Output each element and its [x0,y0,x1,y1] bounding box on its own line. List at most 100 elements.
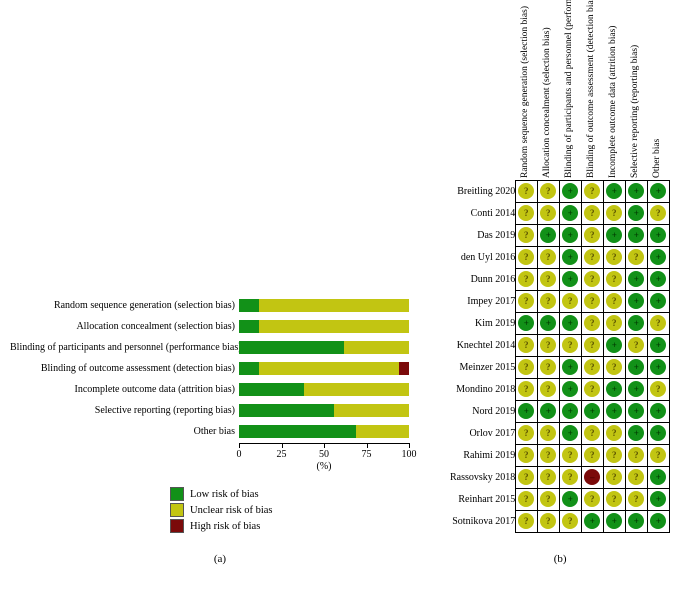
risk-cell: ? [648,203,670,225]
risk-dot-low: + [606,381,622,397]
risk-cell: + [604,401,626,423]
risk-cell: + [626,401,648,423]
risk-cell: + [648,335,670,357]
risk-cell: + [648,467,670,489]
risk-dot-unc: ? [518,205,534,221]
risk-cell: ? [538,423,560,445]
risk-cell: ? [648,379,670,401]
risk-dot-low: + [650,183,666,199]
risk-dot-low: + [628,293,644,309]
risk-dot-low: + [606,513,622,529]
risk-dot-low: + [562,227,578,243]
study-label: Sotnikova 2017 [450,511,516,533]
risk-cell: ? [538,203,560,225]
study-label: den Uyl 2016 [450,247,516,269]
risk-cell: ? [538,467,560,489]
bar-row: Allocation concealment (selection bias) [10,317,430,335]
bar-segment-unclear [356,425,409,438]
column-header-label: Blinding of participants and personnel (… [564,0,574,178]
risk-cell: ? [582,313,604,335]
risk-cell: + [626,357,648,379]
table-row: Impey 2017?????++ [450,291,670,313]
risk-dot-unc: ? [518,513,534,529]
table-row: Kim 2019+++??+? [450,313,670,335]
risk-dot-unc: ? [540,249,556,265]
risk-cell: ? [582,335,604,357]
risk-dot-unc: ? [584,315,600,331]
risk-dot-unc: ? [584,249,600,265]
bar-segment-low [239,320,259,333]
table-row: Breitling 2020??+?+++ [450,181,670,203]
column-header-label: Incomplete outcome data (attrition bias) [608,26,618,178]
risk-cell: ? [560,291,582,313]
risk-dot-unc: ? [650,315,666,331]
axis-title: (%) [317,461,332,472]
risk-cell: ? [604,445,626,467]
risk-cell: ? [516,247,538,269]
risk-cell: ? [604,291,626,313]
column-header-label: Selective reporting (reporting bias) [630,45,640,178]
risk-dot-unc: ? [606,425,622,441]
risk-cell: + [538,401,560,423]
risk-cell: + [604,225,626,247]
column-header: Random sequence generation (selection bi… [516,20,538,180]
risk-dot-low: + [562,183,578,199]
risk-dot-low: + [584,403,600,419]
risk-cell: ? [604,313,626,335]
risk-cell: + [648,247,670,269]
risk-cell: + [604,181,626,203]
risk-cell: + [538,313,560,335]
risk-cell: + [648,511,670,533]
risk-cell: ? [604,423,626,445]
risk-dot-unc: ? [518,359,534,375]
risk-dot-unc: ? [584,359,600,375]
risk-dot-low: + [650,227,666,243]
risk-dot-unc: ? [518,381,534,397]
column-header: Blinding of participants and personnel (… [560,20,582,180]
risk-cell: ? [626,335,648,357]
tick [282,443,283,448]
risk-dot-low: + [628,271,644,287]
x-axis: (%) 0255075100 [239,443,409,471]
risk-cell: ? [604,203,626,225]
risk-cell: ? [560,335,582,357]
risk-dot-unc: ? [518,491,534,507]
risk-dot-unc: ? [518,425,534,441]
risk-cell: ? [516,489,538,511]
risk-cell: ? [560,445,582,467]
risk-cell: ? [582,357,604,379]
risk-dot-low: + [628,359,644,375]
risk-cell: ? [582,489,604,511]
bar-row: Blinding of participants and personnel (… [10,338,430,356]
risk-dot-low: + [628,315,644,331]
bar-track [239,383,409,396]
risk-dot-unc: ? [606,469,622,485]
risk-cell: ? [516,335,538,357]
table-row: Nord 2019+++++++ [450,401,670,423]
tick-label: 75 [362,449,372,460]
risk-cell: + [560,313,582,335]
column-header-label: Allocation concealment (selection bias) [542,27,552,178]
risk-cell: + [582,401,604,423]
risk-dot-low: + [562,359,578,375]
bar-row: Incomplete outcome data (attrition bias) [10,380,430,398]
bar-segment-low [239,362,259,375]
risk-dot-unc: ? [562,337,578,353]
risk-cell: ? [516,511,538,533]
table-row: Orlov 2017??+??++ [450,423,670,445]
tick [367,443,368,448]
study-label: Orlov 2017 [450,423,516,445]
study-label: Meinzer 2015 [450,357,516,379]
bar-track [239,425,409,438]
figure-wrap: Random sequence generation (selection bi… [10,20,673,565]
risk-cell: + [516,401,538,423]
legend-item: Low risk of bias [170,487,430,501]
risk-cell: ? [516,423,538,445]
risk-dot-unc: ? [584,227,600,243]
risk-dot-unc: ? [540,425,556,441]
risk-dot-low: + [518,315,534,331]
risk-cell: ? [582,379,604,401]
risk-dot-low: + [562,425,578,441]
table-row: Knechtel 2014????+?+ [450,335,670,357]
risk-cell: + [626,181,648,203]
